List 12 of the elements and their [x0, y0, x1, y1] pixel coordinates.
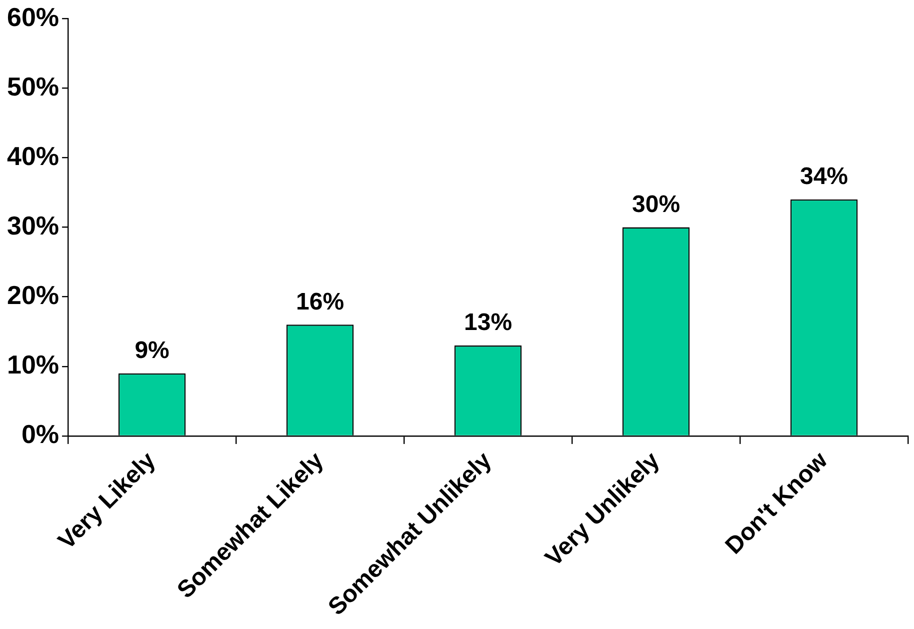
y-tick-label: 60%	[6, 2, 60, 32]
data-label: 13%	[464, 309, 512, 336]
y-tick-label: 50%	[6, 71, 60, 102]
y-tick-label: 10%	[6, 350, 60, 380]
data-label: 30%	[632, 190, 680, 218]
y-tick-label: 20%	[6, 280, 60, 310]
y-tick-label: 0%	[21, 419, 60, 450]
data-label: 34%	[800, 163, 848, 190]
data-label: 16%	[296, 288, 344, 316]
y-tick-label: 40%	[6, 140, 60, 171]
data-label: 9%	[134, 336, 170, 364]
y-tick-label: 30%	[6, 210, 60, 240]
